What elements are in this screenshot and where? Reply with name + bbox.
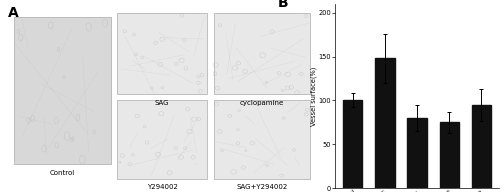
Bar — [15, 17, 111, 164]
Bar — [117, 13, 207, 94]
Text: B: B — [278, 0, 288, 11]
Text: cyclopamine: cyclopamine — [239, 100, 284, 106]
Text: SAG+Y294002: SAG+Y294002 — [236, 185, 287, 190]
Text: A: A — [8, 6, 19, 20]
Bar — [117, 100, 207, 179]
Bar — [407, 118, 427, 188]
Bar — [472, 105, 491, 188]
Text: Y294002: Y294002 — [147, 185, 177, 190]
Bar — [214, 13, 310, 94]
Bar — [343, 100, 362, 188]
Text: SAG: SAG — [155, 100, 169, 106]
Y-axis label: Vessel surface(%): Vessel surface(%) — [310, 66, 317, 126]
Bar — [375, 58, 395, 188]
Bar — [439, 122, 459, 188]
Bar — [214, 100, 310, 179]
Text: Control: Control — [50, 170, 75, 176]
